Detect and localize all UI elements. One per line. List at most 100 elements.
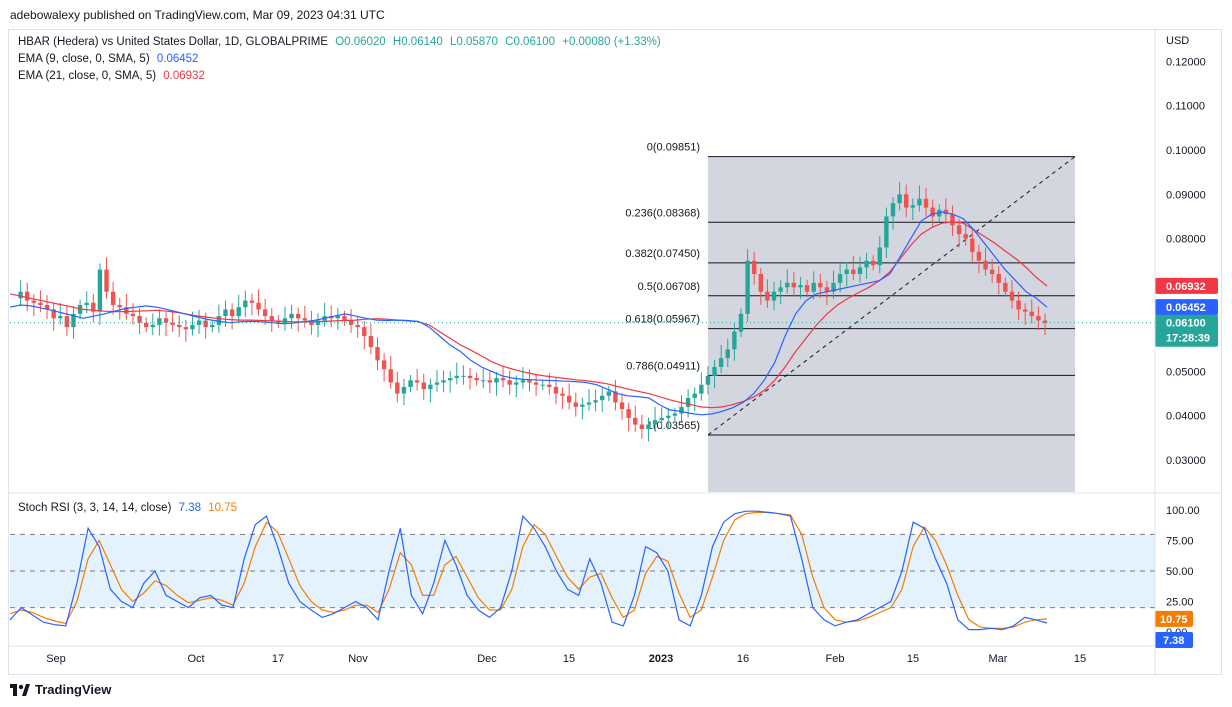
stoch-d-line [9,511,1048,629]
legend-high: H0.06140 [392,36,443,48]
x-tick-label: 15 [907,653,919,665]
candle-body [692,393,697,398]
x-tick-label: Sep [46,653,66,665]
candle-body [884,216,889,248]
ema9-price-tag: 0.06452 [1166,302,1206,314]
publisher-line: adebowalexy published on TradingView.com… [10,8,385,22]
y-tick-label: 0.08000 [1166,234,1206,246]
candle-body [64,316,70,328]
candle-body [467,375,473,379]
candle-body [943,209,949,215]
countdown-tag: 17:28:39 [1166,333,1210,345]
candle-body [520,380,526,383]
ema9-line [9,211,1048,416]
candle-body [18,291,23,299]
candle-body [461,375,466,377]
candle-body [196,320,202,325]
y-tick-label: 0.03000 [1166,455,1206,467]
candle-body [1009,291,1015,301]
candle-body [190,324,195,330]
legend-open: O0.06020 [335,36,386,48]
candle-body [745,260,750,314]
candle-body [666,415,671,418]
y-tick-label: 0.12000 [1166,56,1206,68]
candle-body [950,214,955,226]
candle-body [25,291,30,301]
candle-body [547,384,552,387]
candle-body [44,305,50,310]
candle-body [91,302,96,312]
fib-retracement: 0(0.09851) 0.236(0.08368) 0.382(0.07450) 0.… [625,142,1076,492]
candle-body [309,320,314,325]
candle-body [599,395,605,401]
fib-level-label: 0(0.09851) [647,142,700,154]
candle-body [289,313,294,319]
candle-body [302,318,307,321]
candle-body [295,313,301,319]
candle-body [216,316,222,325]
candle-body [514,382,519,385]
stoch-tick-label: 100.00 [1166,505,1200,517]
fib-level-label: 0.618(0.05967) [625,314,700,326]
y-tick-label: 0.10000 [1166,145,1206,157]
candle-body [342,316,347,321]
candle-body [243,300,248,308]
candle-body [249,300,255,303]
candle-body [540,384,545,386]
candle-body [124,307,129,314]
legend-ema21-value: 0.06932 [163,70,205,82]
candle-body [917,198,922,206]
legend-ema9-label: EMA (9, close, 0, SMA, 5) [18,53,150,65]
candle-body [983,260,988,270]
candle-body [414,380,420,383]
candle-body [362,327,367,336]
x-tick-label: Nov [348,653,368,665]
candle-body [487,380,493,383]
legend-close: C0.06100 [505,36,556,48]
candle-body [527,380,532,383]
candle-body [183,327,189,330]
candle-body [910,205,916,208]
candle-body [97,269,103,312]
candle-body [1016,300,1021,310]
candle-body [500,378,506,381]
candle-body [824,287,830,292]
candle-body [256,302,261,310]
tradingview-logo[interactable]: TradingView [10,682,111,697]
candle-body [718,358,724,367]
stoch-k-line [9,510,1048,631]
candle-body [51,309,56,319]
candle-body [157,318,162,325]
candle-body [494,378,499,383]
candle-body [580,404,585,407]
candle-body [58,316,63,319]
x-tick-label: 15 [563,653,575,665]
legend-low: L0.05870 [449,36,498,48]
legend-stoch-label: Stoch RSI (3, 3, 14, 14, close) [18,502,172,514]
last-price-tag: 0.06100 [1166,318,1206,330]
candle-body [864,260,869,268]
ema-lines [9,211,1155,416]
candle-body [798,285,803,288]
candle-body [447,378,453,381]
last-price-tag-bg [1155,314,1218,347]
candle-body [996,274,1001,283]
candle-body [791,282,797,288]
candle-body [679,406,684,414]
legend-main: HBAR (Hedera) vs United States Dollar, 1… [18,36,665,48]
candle-body [652,420,658,425]
legend-ema21: EMA (21, close, 0, SMA, 5) 0.06932 [18,70,209,82]
candle-body [143,322,149,328]
legend-change: +0.00080 (+1.33%) [562,36,661,48]
candle-body [395,382,400,394]
candle-body [507,380,512,385]
candle-body [732,331,737,350]
ema9-price-tag-bg [1155,299,1218,316]
candle-body [348,320,354,325]
legend-ema9-value: 0.06452 [156,53,199,65]
stoch-k-tag-bg [1155,631,1193,648]
candle-body [388,369,393,383]
candle-body [355,324,360,328]
chart-frame [8,29,1222,675]
